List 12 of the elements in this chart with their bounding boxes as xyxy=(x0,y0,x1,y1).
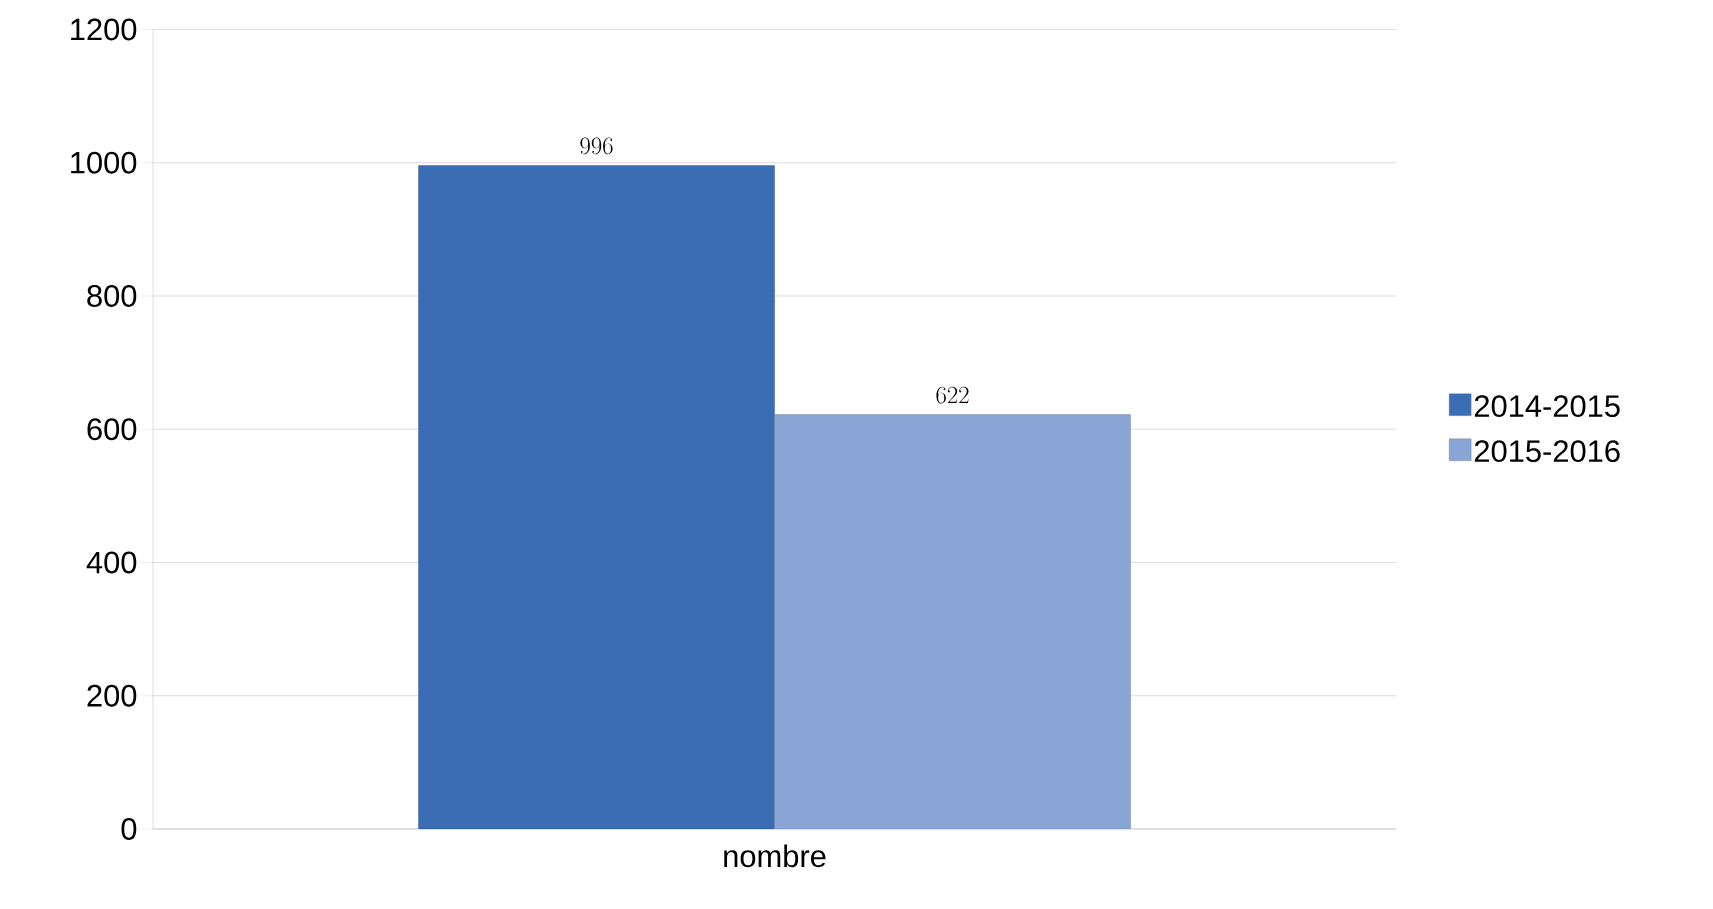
legend-label: 2015-2016 xyxy=(1474,440,1620,463)
y-tick-label: 800 xyxy=(87,285,137,307)
x-tick-label: nombre xyxy=(724,844,826,868)
y-tick-label: 400 xyxy=(86,551,137,574)
data-label: 622 xyxy=(936,386,969,404)
y-tick-label: 1200 xyxy=(71,18,137,41)
y-tick-label: 1000 xyxy=(71,151,137,174)
y-tick-label: 600 xyxy=(87,418,137,441)
legend-label: 2014-2015 xyxy=(1474,395,1620,418)
y-tick-label: 0 xyxy=(121,818,137,840)
y-tick-label: 200 xyxy=(87,684,137,707)
data-label: 996 xyxy=(580,137,613,155)
